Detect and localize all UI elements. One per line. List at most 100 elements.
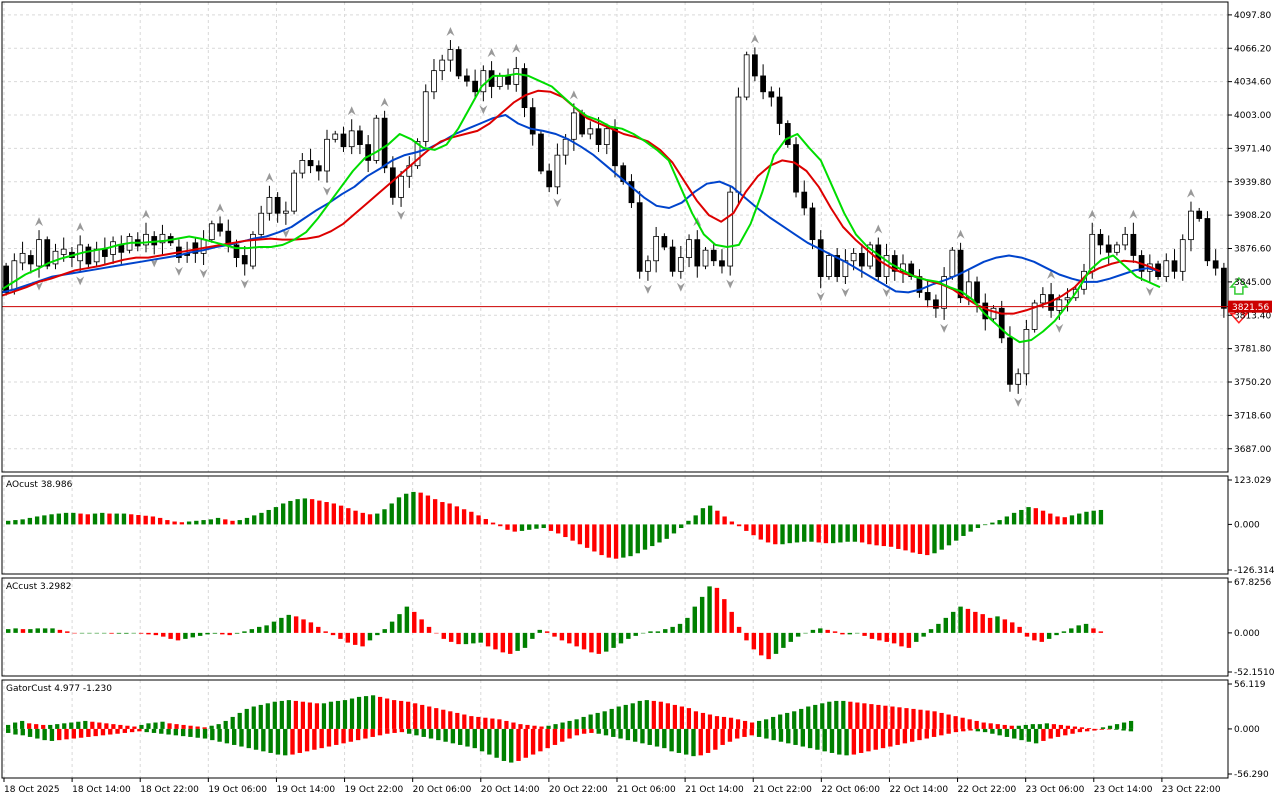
candle: [480, 65, 487, 102]
histogram-bar: [1076, 625, 1081, 633]
histogram-bar: [1114, 728, 1119, 730]
y-tick-label: -52.1510: [1234, 668, 1275, 678]
histogram-bar: [567, 720, 572, 729]
histogram-bar: [286, 614, 291, 633]
histogram-bar: [841, 700, 846, 729]
histogram-bar: [925, 710, 930, 729]
histogram-bar: [786, 728, 791, 744]
fractal-up-icon: [347, 106, 356, 116]
histogram-bar: [150, 516, 156, 525]
histogram-bar: [308, 622, 314, 633]
histogram-bar: [749, 722, 755, 729]
histogram-bar: [721, 716, 727, 729]
candle: [27, 250, 34, 274]
candle: [332, 130, 339, 143]
histogram-bar: [461, 509, 467, 525]
candle: [381, 110, 388, 174]
histogram-bar: [20, 728, 25, 736]
histogram-bar: [837, 728, 842, 755]
histogram-bar: [35, 628, 40, 633]
histogram-bar: [844, 728, 849, 756]
histogram-bar: [124, 632, 129, 634]
histogram-bar: [766, 632, 771, 660]
histogram-bar: [1037, 724, 1042, 729]
histogram-bar: [227, 632, 232, 636]
time-axis[interactable]: 18 Oct 2025 18 Oct 14:00 18 Oct 22:00 19 Oc…: [3, 778, 1221, 795]
histogram-bar: [122, 728, 128, 733]
price-pane[interactable]: [1, 27, 1249, 407]
histogram-bar: [302, 498, 308, 525]
histogram-bar: [101, 632, 107, 634]
candle-body-bear: [974, 281, 980, 304]
histogram-bar: [181, 724, 186, 729]
histogram-bar: [27, 723, 32, 729]
indicator-panes[interactable]: [6, 491, 1134, 763]
histogram-bar: [319, 728, 324, 749]
histogram-bar: [6, 724, 11, 729]
candle-body-bear: [1007, 337, 1013, 385]
histogram-bar: [813, 704, 818, 729]
candle: [1023, 319, 1030, 386]
histogram-bar: [48, 724, 53, 729]
histogram-bar: [116, 632, 122, 634]
histogram-bar: [494, 728, 499, 758]
candle: [1031, 299, 1038, 333]
histogram-bar: [42, 515, 47, 525]
histogram-bar: [399, 728, 405, 733]
y-tick-label: 4003.00: [1234, 111, 1271, 121]
histogram-bar: [553, 724, 558, 729]
histogram-bar: [427, 706, 432, 729]
candle-body-bear: [891, 255, 898, 272]
candle-body-bear: [628, 181, 635, 204]
histogram-bar: [186, 521, 192, 525]
buy-arrow-icon: [1229, 276, 1249, 295]
price-axis[interactable]: 4097.80 4066.20 4034.60 4003.00 3971.40 3939.…: [1228, 11, 1275, 780]
histogram-bar: [764, 719, 769, 729]
histogram-bar: [982, 524, 988, 526]
histogram-bar: [939, 728, 944, 736]
histogram-bar: [888, 728, 893, 747]
histogram-bar: [939, 524, 944, 550]
candle: [702, 247, 709, 270]
candle-body-bull: [1122, 233, 1129, 246]
histogram-bar: [321, 703, 327, 729]
histogram-bar: [100, 728, 106, 736]
histogram-bar: [121, 513, 127, 525]
candle: [669, 239, 676, 277]
pane-title: ACcust 3.2982: [6, 582, 72, 592]
histogram-bar: [406, 701, 411, 729]
histogram-bar: [6, 629, 11, 633]
x-tick-label: 22 Oct 06:00: [821, 785, 880, 795]
histogram-bar: [485, 632, 491, 647]
candle: [694, 230, 701, 278]
candle-body-bear: [464, 75, 470, 82]
candle-body-bear: [85, 246, 92, 265]
histogram-bar: [693, 711, 699, 729]
histogram-bar: [1039, 632, 1044, 642]
histogram-bar: [34, 516, 40, 525]
histogram-bar: [788, 632, 793, 642]
alligator-lips-line: [1, 72, 1161, 344]
histogram-bar: [355, 728, 361, 741]
fractal-down-icon: [841, 288, 850, 297]
histogram-bar: [168, 632, 173, 639]
histogram-bar: [663, 629, 668, 633]
y-tick-label: -126.314: [1234, 566, 1275, 576]
histogram-bar: [518, 724, 523, 729]
histogram-bar: [216, 724, 221, 729]
histogram-bar: [28, 629, 33, 633]
candle-body-bull: [1188, 210, 1194, 241]
histogram-bar: [436, 728, 441, 741]
candle: [19, 241, 26, 271]
candle: [990, 305, 997, 323]
candle: [710, 242, 717, 267]
histogram-bar: [139, 724, 144, 729]
histogram-bar: [348, 728, 354, 742]
histogram-bar: [136, 515, 141, 525]
candle: [1163, 253, 1170, 282]
histogram-bar: [664, 524, 669, 539]
histogram-bar: [1069, 515, 1075, 525]
histogram-bar: [596, 728, 601, 734]
histogram-bar: [335, 700, 341, 729]
